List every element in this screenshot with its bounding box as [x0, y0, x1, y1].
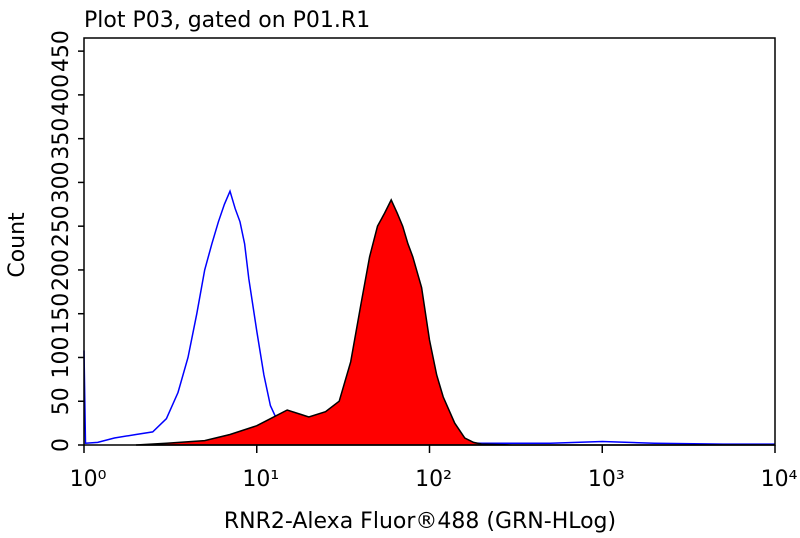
y-tick-label: 300: [49, 161, 74, 203]
x-tick-label: 10¹: [242, 467, 279, 492]
y-tick-label: 150: [49, 293, 74, 335]
y-tick-label: 100: [49, 336, 74, 378]
x-tick-label: 10²: [415, 467, 452, 492]
x-tick-label: 10⁰: [70, 467, 107, 492]
histogram-area: [135, 198, 775, 446]
y-axis-label: Count: [5, 212, 30, 278]
y-tick-label: 450: [49, 30, 74, 72]
y-tick-label: 350: [49, 118, 74, 160]
x-tick-label: 10⁴: [761, 467, 798, 492]
y-tick-label: 0: [49, 438, 74, 452]
y-tick-label: 400: [49, 74, 74, 116]
chart-title: Plot P03, gated on P01.R1: [84, 8, 370, 33]
y-tick-label: 50: [49, 387, 74, 415]
x-tick-label: 10³: [588, 467, 625, 492]
y-tick-label: 250: [49, 205, 74, 247]
x-axis-label: RNR2-Alexa Fluor®488 (GRN-HLog): [224, 509, 616, 534]
y-tick-label: 200: [49, 249, 74, 291]
